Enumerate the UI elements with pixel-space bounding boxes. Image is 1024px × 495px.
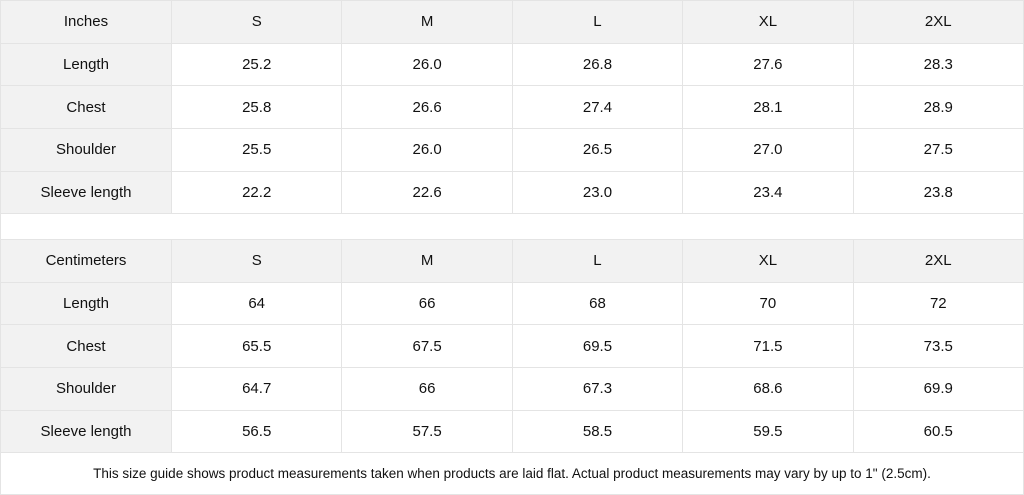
measurement-cell: 27.4 — [511, 85, 684, 130]
measurement-cell: 73.5 — [852, 324, 1024, 368]
table-row: Length 25.2 26.0 26.8 27.6 28.3 — [0, 42, 1024, 87]
size-header: S — [170, 238, 343, 283]
measurement-cell: 68.6 — [682, 367, 854, 411]
measurement-cell: 67.5 — [341, 324, 513, 368]
measurement-cell: 59.5 — [682, 409, 854, 454]
size-header: XL — [682, 238, 854, 283]
measurement-cell: 64.7 — [170, 367, 343, 411]
measurement-cell: 57.5 — [341, 409, 513, 454]
row-label: Sleeve length — [0, 170, 172, 215]
row-label: Sleeve length — [0, 409, 172, 454]
measurement-cell: 60.5 — [852, 409, 1024, 454]
measurement-cell: 25.2 — [170, 42, 343, 87]
size-header: S — [170, 0, 343, 44]
size-header: L — [511, 0, 684, 44]
measurement-cell: 26.8 — [511, 42, 684, 87]
table-row: Shoulder 64.7 66 67.3 68.6 69.9 — [0, 367, 1024, 411]
measurement-cell: 22.2 — [170, 170, 343, 215]
table-row: Chest 65.5 67.5 69.5 71.5 73.5 — [0, 324, 1024, 368]
measurement-cell: 26.5 — [511, 128, 684, 172]
measurement-cell: 66 — [341, 281, 513, 326]
measurement-cell: 65.5 — [170, 324, 343, 368]
row-label: Chest — [0, 85, 172, 130]
size-header: 2XL — [852, 0, 1024, 44]
measurement-cell: 70 — [682, 281, 854, 326]
table-row: Sleeve length 56.5 57.5 58.5 59.5 60.5 — [0, 409, 1024, 454]
measurement-cell: 28.3 — [852, 42, 1024, 87]
measurement-cell: 64 — [170, 281, 343, 326]
measurement-cell: 25.8 — [170, 85, 343, 130]
unit-header: Centimeters — [0, 238, 172, 283]
note-row: This size guide shows product measuremen… — [0, 452, 1024, 495]
measurement-cell: 71.5 — [682, 324, 854, 368]
row-label: Length — [0, 42, 172, 87]
header-row: Inches S M L XL 2XL — [0, 0, 1024, 44]
measurement-cell: 69.5 — [511, 324, 684, 368]
row-label: Length — [0, 281, 172, 326]
size-guide-note: This size guide shows product measuremen… — [0, 452, 1024, 495]
measurement-cell: 72 — [852, 281, 1024, 326]
measurement-cell: 69.9 — [852, 367, 1024, 411]
size-header: M — [341, 238, 513, 283]
measurement-cell: 27.5 — [852, 128, 1024, 172]
table-spacer — [0, 213, 1024, 240]
header-row: Centimeters S M L XL 2XL — [0, 238, 1024, 283]
measurement-cell: 23.0 — [511, 170, 684, 215]
measurement-cell: 28.9 — [852, 85, 1024, 130]
measurement-cell: 26.6 — [341, 85, 513, 130]
measurement-cell: 26.0 — [341, 42, 513, 87]
size-header: L — [511, 238, 684, 283]
row-label: Chest — [0, 324, 172, 368]
measurement-cell: 23.8 — [852, 170, 1024, 215]
row-label: Shoulder — [0, 367, 172, 411]
table-row: Shoulder 25.5 26.0 26.5 27.0 27.5 — [0, 128, 1024, 172]
table-row: Length 64 66 68 70 72 — [0, 281, 1024, 326]
measurement-cell: 66 — [341, 367, 513, 411]
measurement-cell: 68 — [511, 281, 684, 326]
measurement-cell: 25.5 — [170, 128, 343, 172]
table-row: Chest 25.8 26.6 27.4 28.1 28.9 — [0, 85, 1024, 130]
table-row: Sleeve length 22.2 22.6 23.0 23.4 23.8 — [0, 170, 1024, 215]
measurement-cell: 27.0 — [682, 128, 854, 172]
unit-header: Inches — [0, 0, 172, 44]
row-label: Shoulder — [0, 128, 172, 172]
measurement-cell: 22.6 — [341, 170, 513, 215]
measurement-cell: 23.4 — [682, 170, 854, 215]
measurement-cell: 26.0 — [341, 128, 513, 172]
spacer-cell — [0, 213, 1024, 240]
size-header: 2XL — [852, 238, 1024, 283]
size-header: M — [341, 0, 513, 44]
measurement-cell: 27.6 — [682, 42, 854, 87]
measurement-cell: 56.5 — [170, 409, 343, 454]
measurement-cell: 67.3 — [511, 367, 684, 411]
measurement-cell: 28.1 — [682, 85, 854, 130]
size-header: XL — [682, 0, 854, 44]
measurement-cell: 58.5 — [511, 409, 684, 454]
